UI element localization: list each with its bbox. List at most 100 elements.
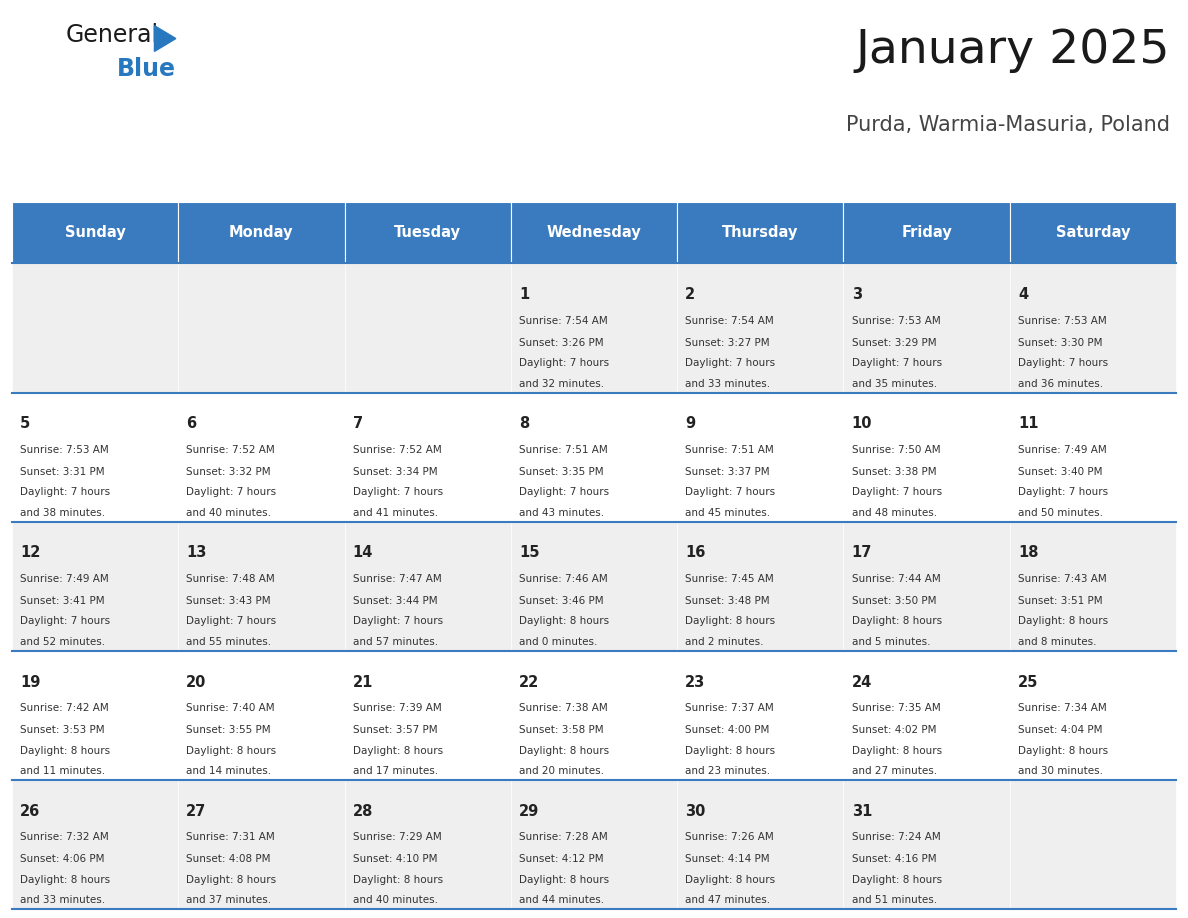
- Text: and 23 minutes.: and 23 minutes.: [685, 767, 771, 776]
- Bar: [511, 202, 677, 263]
- Text: Sunrise: 7:49 AM: Sunrise: 7:49 AM: [20, 574, 109, 584]
- Text: Daylight: 8 hours: Daylight: 8 hours: [187, 745, 277, 756]
- Text: 18: 18: [1018, 545, 1038, 561]
- Text: Sunset: 3:44 PM: Sunset: 3:44 PM: [353, 596, 437, 606]
- Text: 5: 5: [20, 417, 30, 431]
- Text: Daylight: 7 hours: Daylight: 7 hours: [20, 617, 110, 626]
- Text: 24: 24: [852, 675, 872, 689]
- Text: Sunset: 3:43 PM: Sunset: 3:43 PM: [187, 596, 271, 606]
- Text: Sunrise: 7:54 AM: Sunrise: 7:54 AM: [685, 316, 775, 326]
- Text: Daylight: 8 hours: Daylight: 8 hours: [20, 745, 110, 756]
- Text: Sunset: 3:53 PM: Sunset: 3:53 PM: [20, 725, 105, 735]
- Text: Saturday: Saturday: [1056, 225, 1130, 241]
- Bar: [1010, 202, 1176, 263]
- Text: Sunrise: 7:39 AM: Sunrise: 7:39 AM: [353, 703, 442, 713]
- Text: 9: 9: [685, 417, 695, 431]
- Text: and 20 minutes.: and 20 minutes.: [519, 767, 604, 776]
- Text: 2: 2: [685, 287, 695, 302]
- Text: Sunset: 3:51 PM: Sunset: 3:51 PM: [1018, 596, 1102, 606]
- Text: Sunset: 3:40 PM: Sunset: 3:40 PM: [1018, 466, 1102, 476]
- Text: 7: 7: [353, 417, 362, 431]
- Text: 25: 25: [1018, 675, 1038, 689]
- Text: Daylight: 8 hours: Daylight: 8 hours: [353, 875, 443, 885]
- Text: Sunset: 4:08 PM: Sunset: 4:08 PM: [187, 854, 271, 864]
- Bar: [345, 651, 511, 779]
- Text: Sunrise: 7:45 AM: Sunrise: 7:45 AM: [685, 574, 775, 584]
- Text: Sunset: 4:14 PM: Sunset: 4:14 PM: [685, 854, 770, 864]
- Text: Sunrise: 7:52 AM: Sunrise: 7:52 AM: [187, 445, 276, 454]
- Text: 15: 15: [519, 545, 539, 561]
- Text: and 45 minutes.: and 45 minutes.: [685, 508, 771, 518]
- Text: Daylight: 7 hours: Daylight: 7 hours: [852, 487, 942, 498]
- Text: 30: 30: [685, 803, 706, 819]
- Bar: [345, 263, 511, 393]
- Text: and 32 minutes.: and 32 minutes.: [519, 379, 605, 389]
- Text: 12: 12: [20, 545, 40, 561]
- Text: Monday: Monday: [229, 225, 293, 241]
- Text: and 50 minutes.: and 50 minutes.: [1018, 508, 1102, 518]
- Bar: [843, 521, 1010, 651]
- Text: Sunrise: 7:52 AM: Sunrise: 7:52 AM: [353, 445, 442, 454]
- Text: Daylight: 7 hours: Daylight: 7 hours: [353, 487, 443, 498]
- Text: Sunrise: 7:51 AM: Sunrise: 7:51 AM: [685, 445, 775, 454]
- Text: and 51 minutes.: and 51 minutes.: [852, 895, 937, 905]
- Text: Sunrise: 7:50 AM: Sunrise: 7:50 AM: [852, 445, 940, 454]
- Text: Daylight: 8 hours: Daylight: 8 hours: [187, 875, 277, 885]
- Text: Sunset: 4:02 PM: Sunset: 4:02 PM: [852, 725, 936, 735]
- Text: Sunset: 3:27 PM: Sunset: 3:27 PM: [685, 338, 770, 348]
- Text: and 11 minutes.: and 11 minutes.: [20, 767, 106, 776]
- Text: Daylight: 8 hours: Daylight: 8 hours: [1018, 745, 1108, 756]
- Text: Daylight: 7 hours: Daylight: 7 hours: [519, 487, 609, 498]
- Text: Daylight: 8 hours: Daylight: 8 hours: [685, 875, 776, 885]
- Text: Sunrise: 7:40 AM: Sunrise: 7:40 AM: [187, 703, 274, 713]
- Text: Sunset: 3:30 PM: Sunset: 3:30 PM: [1018, 338, 1102, 348]
- Text: 20: 20: [187, 675, 207, 689]
- Text: Sunset: 3:46 PM: Sunset: 3:46 PM: [519, 596, 604, 606]
- Text: Daylight: 8 hours: Daylight: 8 hours: [20, 875, 110, 885]
- Text: 19: 19: [20, 675, 40, 689]
- Text: Sunset: 3:55 PM: Sunset: 3:55 PM: [187, 725, 271, 735]
- Text: Daylight: 8 hours: Daylight: 8 hours: [353, 745, 443, 756]
- Text: Sunrise: 7:47 AM: Sunrise: 7:47 AM: [353, 574, 442, 584]
- Text: Daylight: 8 hours: Daylight: 8 hours: [852, 745, 942, 756]
- Text: Wednesday: Wednesday: [546, 225, 642, 241]
- Text: Daylight: 8 hours: Daylight: 8 hours: [519, 617, 609, 626]
- Text: Sunrise: 7:43 AM: Sunrise: 7:43 AM: [1018, 574, 1107, 584]
- Text: Sunset: 3:41 PM: Sunset: 3:41 PM: [20, 596, 105, 606]
- Text: 23: 23: [685, 675, 706, 689]
- Text: 16: 16: [685, 545, 706, 561]
- Text: 14: 14: [353, 545, 373, 561]
- Text: and 37 minutes.: and 37 minutes.: [187, 895, 272, 905]
- Bar: [178, 521, 345, 651]
- Bar: [1010, 779, 1176, 909]
- Text: Daylight: 7 hours: Daylight: 7 hours: [187, 487, 277, 498]
- Text: Sunrise: 7:42 AM: Sunrise: 7:42 AM: [20, 703, 109, 713]
- Text: and 52 minutes.: and 52 minutes.: [20, 637, 106, 647]
- Text: Sunset: 4:04 PM: Sunset: 4:04 PM: [1018, 725, 1102, 735]
- Text: Purda, Warmia-Masuria, Poland: Purda, Warmia-Masuria, Poland: [846, 115, 1170, 135]
- Bar: [12, 651, 178, 779]
- Text: and 47 minutes.: and 47 minutes.: [685, 895, 771, 905]
- Text: and 35 minutes.: and 35 minutes.: [852, 379, 937, 389]
- Text: Daylight: 8 hours: Daylight: 8 hours: [685, 617, 776, 626]
- Text: 1: 1: [519, 287, 529, 302]
- Text: Sunset: 3:48 PM: Sunset: 3:48 PM: [685, 596, 770, 606]
- Text: and 55 minutes.: and 55 minutes.: [187, 637, 272, 647]
- Text: Sunrise: 7:53 AM: Sunrise: 7:53 AM: [20, 445, 109, 454]
- Text: Tuesday: Tuesday: [394, 225, 461, 241]
- Bar: [677, 393, 843, 521]
- Bar: [843, 393, 1010, 521]
- Text: Sunrise: 7:28 AM: Sunrise: 7:28 AM: [519, 832, 608, 842]
- Text: Sunset: 3:57 PM: Sunset: 3:57 PM: [353, 725, 437, 735]
- Bar: [511, 651, 677, 779]
- Bar: [12, 779, 178, 909]
- Bar: [345, 779, 511, 909]
- Bar: [345, 521, 511, 651]
- Text: Sunset: 3:34 PM: Sunset: 3:34 PM: [353, 466, 437, 476]
- Text: Sunrise: 7:46 AM: Sunrise: 7:46 AM: [519, 574, 608, 584]
- Bar: [178, 263, 345, 393]
- Text: Daylight: 7 hours: Daylight: 7 hours: [685, 487, 776, 498]
- Text: Sunrise: 7:53 AM: Sunrise: 7:53 AM: [1018, 316, 1107, 326]
- Text: Sunrise: 7:26 AM: Sunrise: 7:26 AM: [685, 832, 775, 842]
- Text: Sunrise: 7:54 AM: Sunrise: 7:54 AM: [519, 316, 608, 326]
